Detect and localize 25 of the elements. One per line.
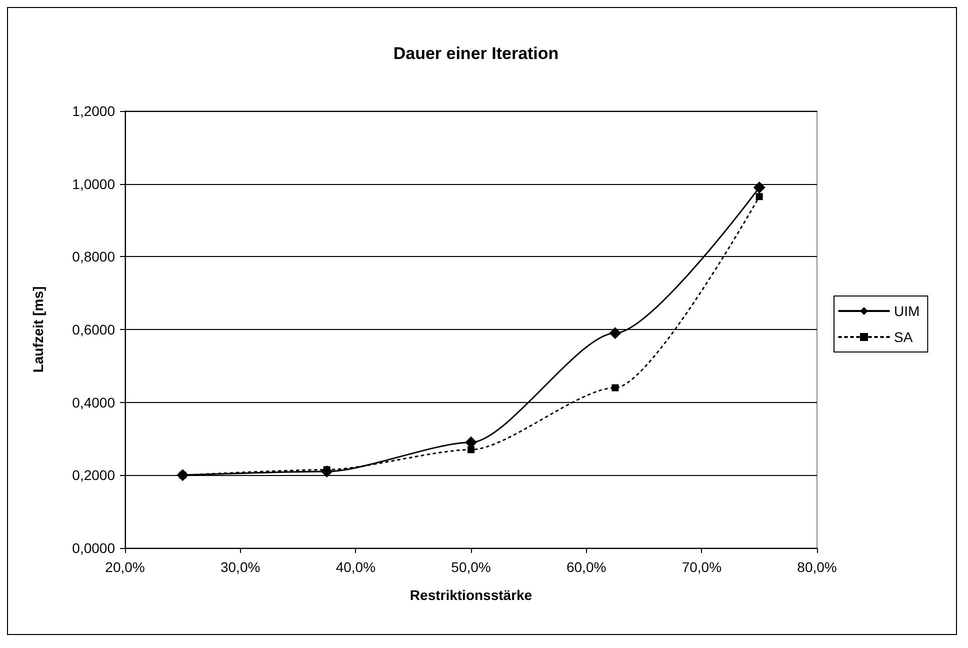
x-tick-label: 70,0% [682,559,722,575]
y-tick-label: 1,0000 [72,176,116,192]
x-axis-title: Restriktionsstärke [410,587,532,603]
y-tick-label: 0,0000 [72,540,116,556]
y-tick-label: 0,6000 [72,322,116,338]
x-tick-label: 40,0% [336,559,376,575]
y-axis-title: Laufzeit [ms] [30,286,46,373]
legend-label: UIM [894,303,920,319]
y-tick-label: 0,2000 [72,467,116,484]
point [176,469,189,482]
point [612,384,619,392]
point [753,181,766,194]
x-tick-label: 20,0% [105,559,145,575]
legend-label: SA [894,329,914,345]
y-tick-label: 0,8000 [72,248,116,265]
y-tick-label: 1,2000 [72,103,116,119]
x-tick-label: 60,0% [566,559,606,575]
x-tick-label: 80,0% [797,559,837,575]
chart-title: Dauer einer Iteration [393,44,559,63]
point [609,327,622,340]
point [320,466,333,478]
point [756,193,763,200]
x-tick-label: 50,0% [451,559,491,575]
y-tick-label: 0,4000 [72,394,116,410]
x-tick-label: 30,0% [220,559,260,575]
